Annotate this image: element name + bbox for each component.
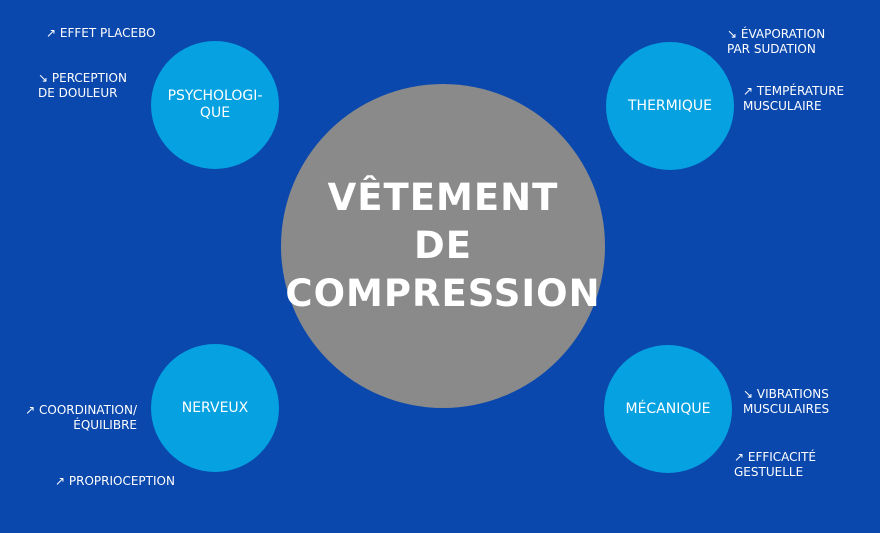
bubble-nervous-label: NERVEUX	[181, 399, 249, 416]
note-muscle-vibrations: ↘ VIBRATIONS MUSCULAIRES	[743, 387, 830, 416]
center-title-line-3: COMPRESSION	[285, 272, 601, 315]
note-proprioception: ↗ PROPRIOCEPTION	[55, 474, 175, 488]
bubble-thermal: THERMIQUE	[606, 42, 734, 170]
note-muscle-temperature: ↗ TEMPÉRATURE MUSCULAIRE	[743, 84, 845, 113]
note-pain-perception: ↘ PERCEPTION DE DOULEUR	[38, 71, 127, 100]
note-sweat-evaporation: ↘ ÉVAPORATION PAR SUDATION	[727, 27, 826, 56]
bubble-nervous: NERVEUX	[151, 344, 279, 472]
note-placebo-effect: ↗ EFFET PLACEBO	[46, 26, 156, 40]
note-coordination-balance: ↗ COORDINATION/ ÉQUILIBRE	[25, 403, 137, 432]
bubble-mechanical: MÉCANIQUE	[604, 345, 732, 473]
center-title-line-1: VÊTEMENT	[327, 176, 559, 219]
center-title-line-2: DE	[414, 224, 472, 267]
bubble-thermal-label: THERMIQUE	[628, 97, 712, 114]
bubble-psychological-label: PSYCHOLOGI- QUE	[167, 88, 263, 121]
central-concept-circle: VÊTEMENT DE COMPRESSION	[281, 84, 605, 408]
bubble-psychological: PSYCHOLOGI- QUE	[151, 41, 279, 169]
bubble-mechanical-label: MÉCANIQUE	[625, 400, 711, 417]
note-gesture-efficiency: ↗ EFFICACITÉ GESTUELLE	[734, 450, 817, 479]
